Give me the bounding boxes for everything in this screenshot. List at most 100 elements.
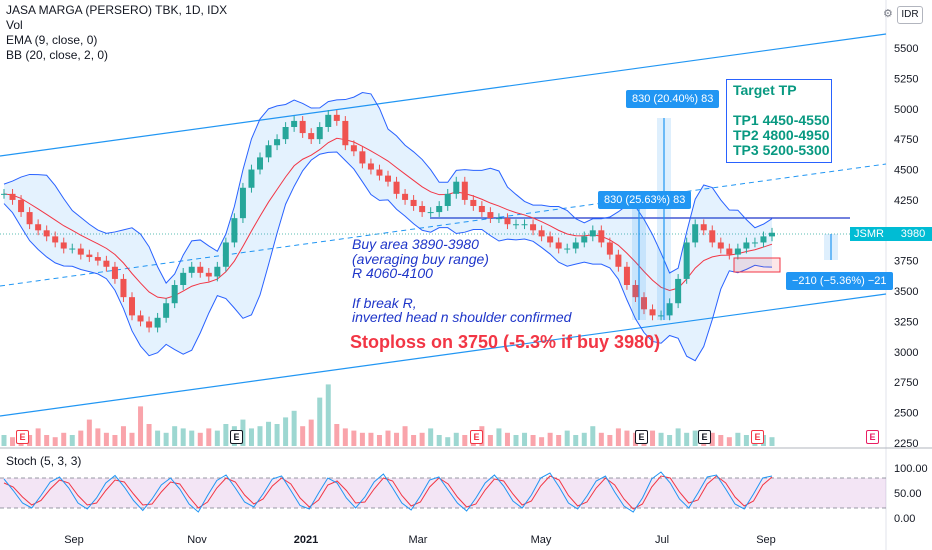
volume-bar	[556, 435, 562, 446]
candle-body	[521, 224, 528, 226]
candle-body	[419, 206, 426, 213]
candle-body	[137, 315, 144, 322]
volume-bar	[615, 428, 621, 446]
measure-upper-label[interactable]: 830 (20.40%) 83	[626, 90, 720, 108]
candle-body	[470, 199, 477, 206]
legend-vol[interactable]: Vol	[6, 18, 23, 32]
stoch-scale-label: 100.00	[894, 463, 928, 475]
measure-lower-label[interactable]: 830 (25.63%) 83	[598, 191, 692, 209]
candle-body	[572, 242, 579, 249]
volume-bar	[667, 435, 673, 446]
price-tick-label: 2500	[894, 408, 918, 420]
volume-bar	[180, 428, 186, 446]
volume-bar	[197, 432, 203, 446]
measure-down-label[interactable]: −210 (−5.36%) −21	[786, 272, 893, 290]
candle-body	[43, 230, 50, 237]
volume-bar	[692, 430, 698, 446]
volume-bar	[607, 435, 613, 446]
candle-body	[717, 242, 724, 249]
earnings-marker[interactable]: E	[16, 430, 29, 444]
legend-stoch[interactable]: Stoch (5, 3, 3)	[6, 454, 82, 468]
volume-bar	[419, 432, 425, 446]
legend-bb[interactable]: BB (20, close, 2, 0)	[6, 48, 109, 62]
volume-bar	[436, 435, 442, 446]
candle-body	[453, 181, 460, 194]
volume-bar	[496, 428, 502, 446]
volume-bar	[402, 426, 408, 446]
candle-body	[60, 242, 67, 249]
candle-body	[239, 187, 246, 219]
candle-body	[120, 278, 127, 298]
volume-bar	[445, 437, 451, 446]
candle-body	[9, 193, 16, 200]
candle-body	[555, 242, 562, 249]
x-axis-label: 2021	[294, 534, 318, 546]
volume-bar	[52, 437, 58, 446]
volume-bar	[27, 435, 33, 446]
candle-body	[222, 242, 229, 267]
currency-badge[interactable]: IDR	[897, 6, 923, 24]
volume-bar	[428, 428, 434, 446]
candle-body	[376, 169, 383, 176]
legend-ema[interactable]: EMA (9, close, 0)	[6, 33, 98, 47]
price-tick-label: 3000	[894, 347, 918, 359]
target-tp3: TP3 5200-5300	[733, 142, 830, 158]
volume-bar	[718, 435, 724, 446]
gear-icon[interactable]: ⚙	[883, 8, 893, 20]
bb-lower	[3, 151, 773, 362]
volume-bar	[359, 432, 365, 446]
volume-bar	[120, 426, 126, 446]
volume-bar	[530, 435, 536, 446]
last-price-tag: 3980	[894, 227, 932, 241]
candle-body	[231, 218, 238, 243]
price-tick-label: 5250	[894, 73, 918, 85]
volume-bar	[317, 397, 323, 446]
volume-bar	[385, 430, 391, 446]
volume-bar	[78, 430, 84, 446]
volume-bar	[1, 435, 7, 446]
volume-bar	[248, 428, 254, 446]
candle-body	[615, 254, 622, 267]
earnings-marker[interactable]: E	[698, 430, 711, 444]
volume-bar	[155, 430, 161, 446]
candle-body	[393, 181, 400, 194]
volume-bar	[112, 435, 118, 446]
candle-body	[598, 230, 605, 243]
target-title: Target TP	[733, 82, 797, 98]
volume-bar	[769, 437, 775, 446]
volume-bar	[146, 424, 152, 446]
earnings-marker[interactable]: E	[470, 430, 483, 444]
volume-bar	[61, 432, 67, 446]
volume-bar	[504, 432, 510, 446]
earnings-marker[interactable]: E	[751, 430, 764, 444]
annotation-confirm: inverted head n shoulder confirmed	[352, 309, 572, 325]
volume-bar	[351, 430, 357, 446]
channel-upper-line	[0, 33, 887, 157]
candle-body	[427, 212, 434, 214]
target-tp-box[interactable]: Target TP TP1 4450-4550 TP2 4800-4950 TP…	[726, 79, 832, 163]
volume-bar	[462, 435, 468, 446]
volume-bar	[325, 384, 331, 446]
ema-line	[3, 137, 773, 299]
volume-bar	[581, 432, 587, 446]
price-tick-label: 4750	[894, 134, 918, 146]
candle-body	[675, 278, 682, 304]
candle-body	[333, 114, 340, 121]
annotation-resistance: R 4060-4100	[352, 265, 433, 281]
earnings-marker[interactable]: E	[230, 430, 243, 444]
price-tick-label: 2750	[894, 377, 918, 389]
earnings-marker[interactable]: E	[635, 430, 648, 444]
volume-bar	[189, 430, 195, 446]
target-tp2: TP2 4800-4950	[733, 127, 830, 143]
volume-bar	[95, 428, 101, 446]
candle-body	[291, 120, 298, 127]
candle-body	[666, 303, 673, 316]
candle-body	[658, 315, 665, 317]
earnings-marker[interactable]: E	[866, 430, 879, 444]
volume-bar	[522, 432, 528, 446]
candle-body	[350, 145, 357, 152]
volume-bar	[223, 424, 229, 446]
candle-body	[402, 193, 409, 200]
candle-body	[69, 248, 76, 250]
annotation-stoploss: Stoploss on 3750 (-5.3% if buy 3980)	[350, 332, 661, 352]
